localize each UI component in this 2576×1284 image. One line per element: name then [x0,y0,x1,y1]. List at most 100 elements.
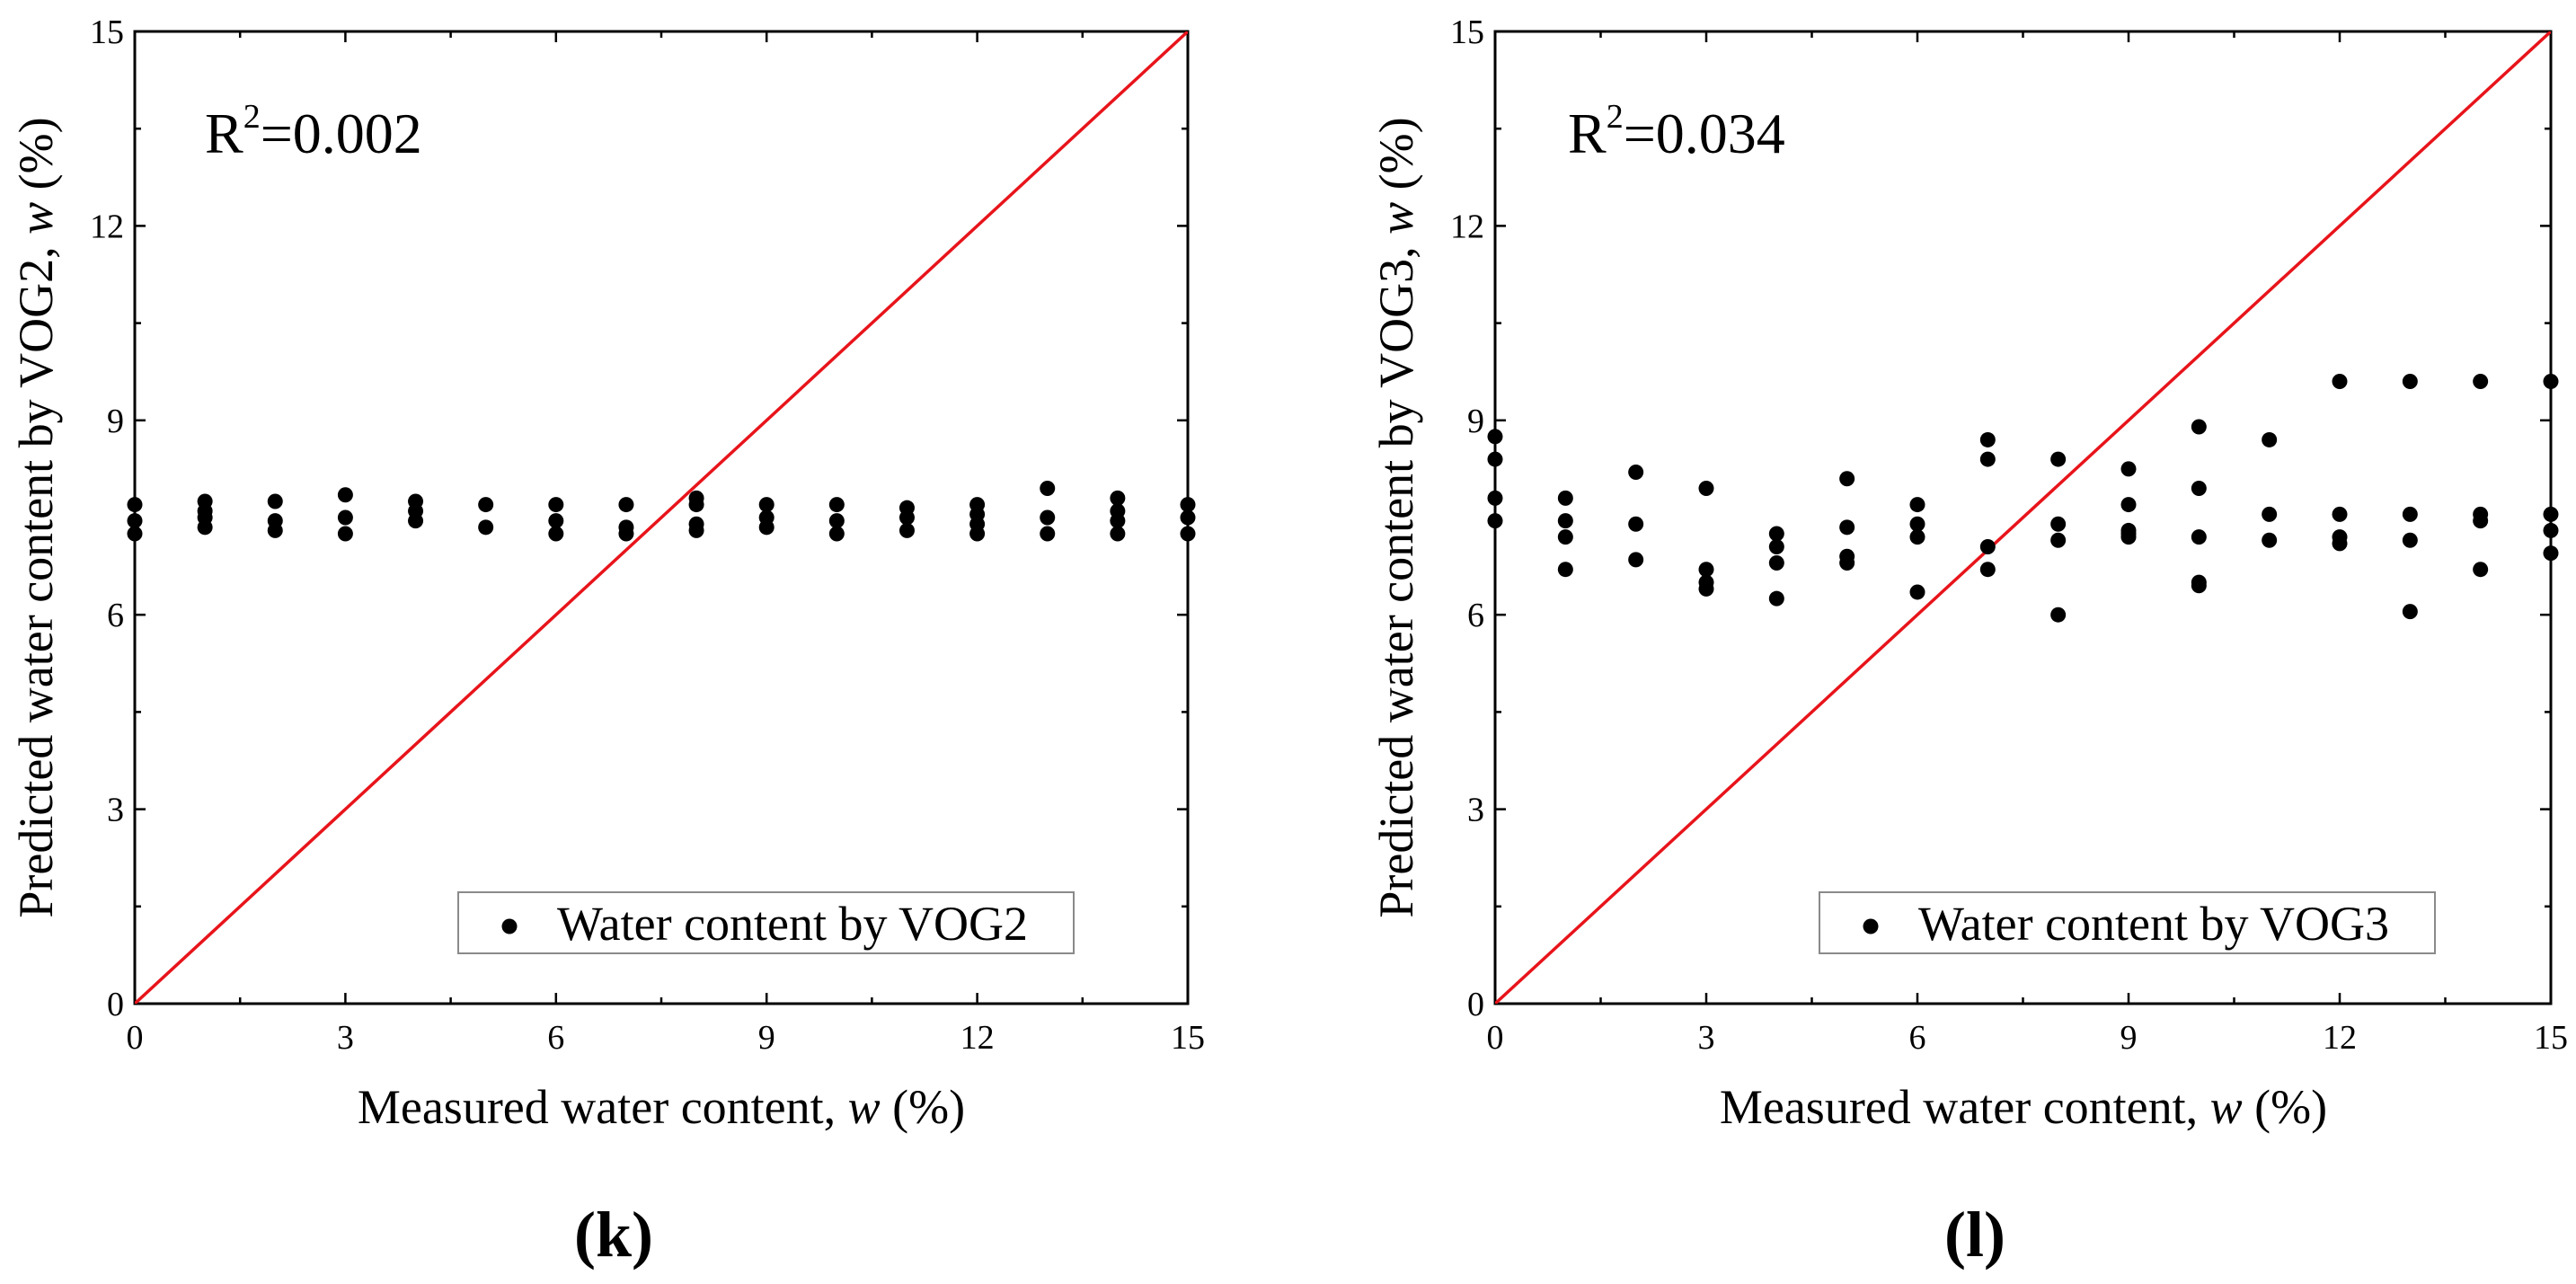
panel-k: 0 3 6 9 12 15 0 3 6 9 12 15 R2=0.002 Water content… [9,13,1205,1271]
data-point [337,526,353,542]
data-point [2191,481,2207,497]
data-point [1979,538,1996,554]
data-point [267,522,283,538]
y-tick-label: 6 [107,597,124,634]
data-point [618,497,634,513]
y-axis-title: Predicted water content by VOG2, w (%) [9,117,63,917]
data-point [2473,513,2489,529]
data-point [2191,578,2207,594]
legend: Water content by VOG3 [1819,891,2436,954]
data-point [1839,519,1855,536]
y-tick-labels: 0 3 6 9 12 15 [1450,13,1484,1023]
panel-label: (l) [1944,1199,2005,1271]
data-point [1698,481,1714,497]
data-point [1557,513,1573,529]
data-point [2543,545,2559,562]
data-point [1698,580,1714,597]
data-point [828,497,845,513]
data-point [337,487,353,503]
x-axis-title: Measured water content, w (%) [1720,1080,2327,1134]
data-point [2543,522,2559,538]
r-squared-annotation: R2=0.034 [1568,98,1785,165]
data-point [127,497,143,513]
data-point [2402,532,2418,548]
data-point [267,493,283,509]
data-point [1557,562,1573,578]
data-point [1909,529,1925,545]
y-tick-label: 0 [1467,986,1484,1023]
data-point [2120,497,2137,513]
y-tick-label: 12 [1450,208,1484,245]
panel-label: (k) [574,1199,653,1271]
x-tick-label: 15 [2534,1019,2568,1057]
data-point [2332,506,2348,522]
data-point [2402,374,2418,390]
data-point [1180,526,1196,542]
data-point [2050,516,2067,532]
data-point [2120,529,2137,545]
x-tick-label: 3 [1698,1019,1715,1057]
data-point [2050,451,2067,467]
y-tick-labels: 0 3 6 9 12 15 [90,13,124,1023]
y-tick-label: 3 [107,792,124,829]
data-point [478,519,494,536]
x-tick-label: 12 [960,1019,995,1057]
data-point [2262,532,2278,548]
data-point [1839,554,1855,571]
data-point [2332,374,2348,390]
data-point [618,526,634,542]
x-tick-label: 0 [127,1019,144,1057]
data-point [127,513,143,529]
r-squared-annotation: R2=0.002 [205,98,422,165]
data-point [1040,481,1056,497]
data-point [1909,584,1925,600]
data-point [969,526,986,542]
y-tick-label: 9 [107,403,124,440]
data-point [1557,529,1573,545]
data-point [2191,529,2207,545]
scatter-points [1487,374,2559,623]
data-point [899,509,915,526]
data-point [1557,490,1573,506]
data-point [1768,590,1784,607]
y-tick-label: 15 [1450,13,1484,51]
data-point [1487,490,1503,506]
data-point [1040,509,1056,526]
y-tick-label: 6 [1467,597,1484,634]
data-point [2262,506,2278,522]
legend-label: Water content by VOG3 [1918,897,2389,951]
data-point [828,526,845,542]
data-point [1768,538,1784,554]
data-point [2120,461,2137,477]
data-point [337,509,353,526]
data-point [2050,532,2067,548]
axis-ticks [133,30,1190,1005]
legend-box [457,891,1075,954]
data-point [197,519,213,536]
y-tick-label: 12 [90,208,124,245]
legend: Water content by VOG2 [457,891,1075,954]
data-point [1487,451,1503,467]
x-tick-label: 3 [337,1019,354,1057]
data-point [688,497,704,513]
legend-marker [1863,918,1879,934]
data-point [758,519,775,536]
data-point [1839,471,1855,487]
data-point [1909,497,1925,513]
data-point [2262,431,2278,447]
data-point [408,513,424,529]
data-point [548,526,564,542]
legend-box [1819,891,2436,954]
data-point [1979,431,1996,447]
x-tick-label: 0 [1487,1019,1504,1057]
data-point [2191,419,2207,435]
data-point [1110,490,1126,506]
data-point [1909,516,1925,532]
legend-marker [501,918,518,934]
panel-l: 0 3 6 9 12 15 0 3 6 9 12 15 R2=0.034 Water content… [1369,13,2568,1271]
data-point [2402,604,2418,620]
data-point [2543,506,2559,522]
data-point [828,513,845,529]
data-point [127,526,143,542]
